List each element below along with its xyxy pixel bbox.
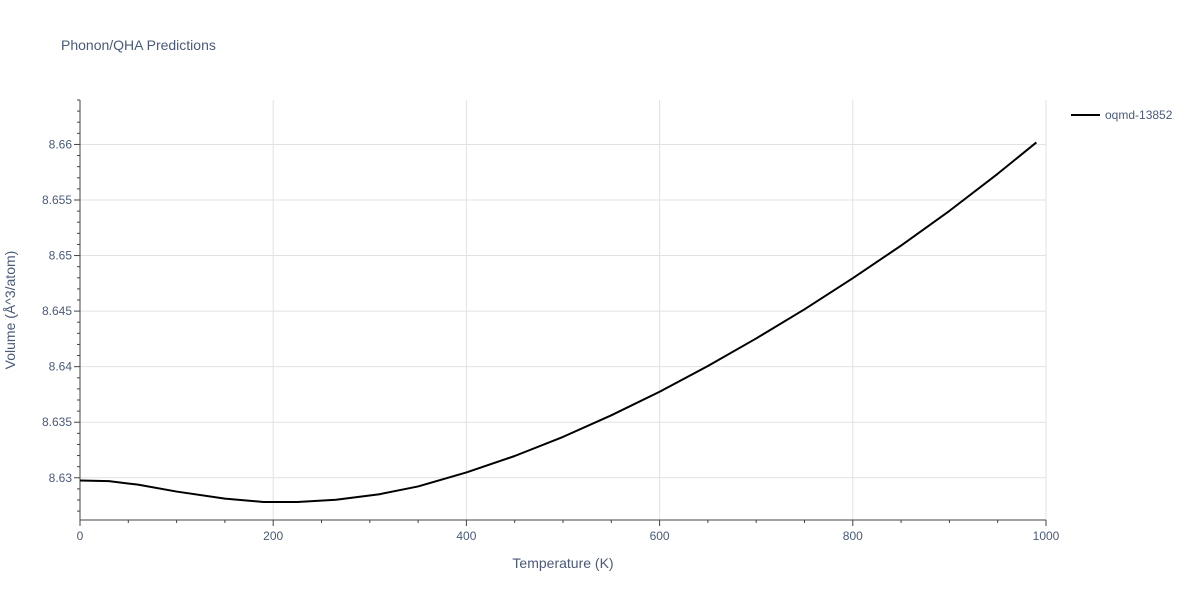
x-tick-label: 800 (843, 529, 863, 543)
series-layer (79, 141, 1037, 503)
y-axis-title: Volume (Å^3/atom) (2, 251, 18, 370)
y-tick-label: 8.66 (49, 137, 73, 151)
x-tick-label: 600 (650, 529, 670, 543)
y-tick-label: 8.635 (42, 415, 72, 429)
y-tick-label: 8.655 (42, 193, 72, 207)
y-tick-label: 8.65 (49, 249, 73, 263)
axes-layer (74, 99, 1047, 526)
legend[interactable]: oqmd-13852 (1071, 108, 1173, 122)
x-tick-label: 0 (77, 529, 84, 543)
x-tick-label: 400 (456, 529, 476, 543)
y-tick-label: 8.645 (42, 304, 72, 318)
grid-layer (80, 100, 1047, 520)
x-tick-label: 1000 (1033, 529, 1060, 543)
y-tick-label: 8.63 (49, 471, 73, 485)
ticks-layer: 0 200 400 600 800 1000 8.63 8.635 8.64 8.645 8.65 8… (42, 137, 1060, 543)
x-tick-label: 200 (263, 529, 283, 543)
legend-label: oqmd-13852 (1105, 108, 1173, 122)
x-axis-title: Temperature (K) (512, 555, 613, 571)
chart-title: Phonon/QHA Predictions (61, 37, 216, 53)
series-line (79, 141, 1037, 503)
y-tick-label: 8.64 (49, 360, 73, 374)
